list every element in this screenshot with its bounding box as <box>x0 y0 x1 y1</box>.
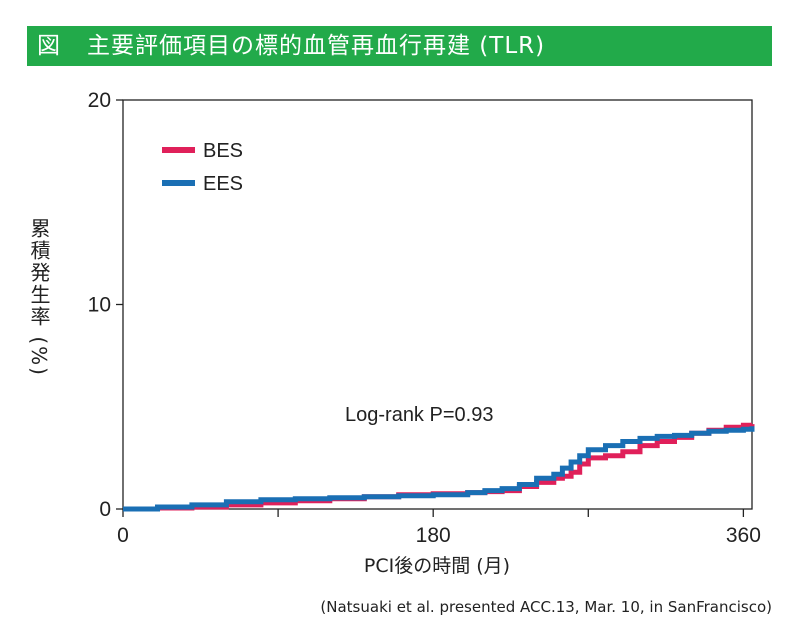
chart-title: 主要評価項目の標的血管再血行再建 (TLR) <box>87 33 546 59</box>
log-rank-annotation: Log-rank P=0.93 <box>345 404 493 426</box>
legend: BES EES <box>162 140 243 195</box>
legend-label-ees: EES <box>203 173 243 195</box>
x-axis-label: PCI後の時間 (月) <box>364 555 510 577</box>
series-layer <box>123 422 755 512</box>
x-tick-label: 0 <box>117 524 129 547</box>
y-axis: 0 10 20 <box>88 89 123 521</box>
y-tick-label: 0 <box>99 498 111 521</box>
x-tick-label: 180 <box>416 524 451 547</box>
figure-label: 図 <box>37 33 61 59</box>
title-bar: 図 主要評価項目の標的血管再血行再建 (TLR) <box>27 26 772 66</box>
y-tick-label: 20 <box>88 89 111 112</box>
x-tick-label: 360 <box>726 524 761 547</box>
source-note: (Natsuaki et al. presented ACC.13, Mar. … <box>320 598 772 616</box>
legend-label-bes: BES <box>203 140 243 162</box>
y-tick-label: 10 <box>88 294 111 317</box>
x-axis: 0 180 360 <box>117 509 761 547</box>
series-line-ees <box>123 426 755 512</box>
y-axis-label: 累積発生率 (%) <box>27 218 51 377</box>
